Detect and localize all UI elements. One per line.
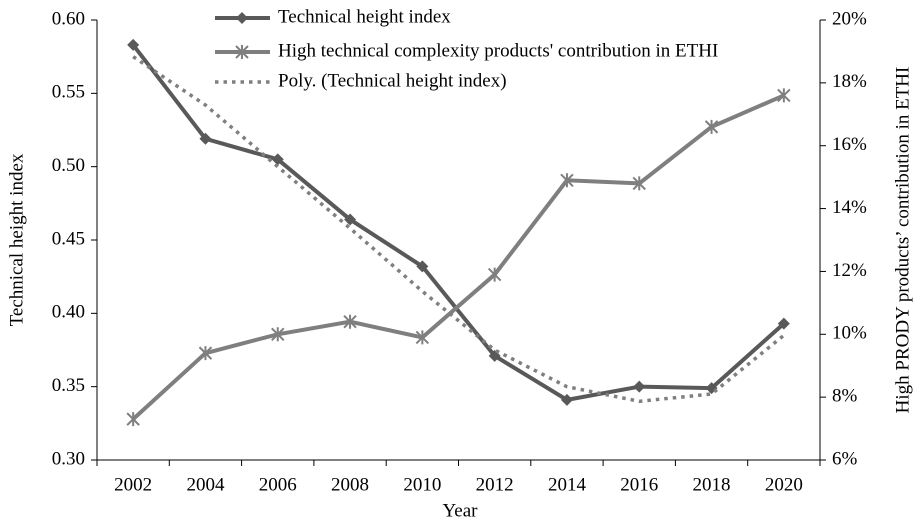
x-tick-label: 2010 [403, 474, 441, 495]
legend-marker [235, 45, 249, 59]
data-point [416, 260, 429, 273]
y2-tick-label: 14% [832, 197, 867, 218]
y2-tick-label: 16% [832, 134, 867, 155]
data-point [126, 412, 140, 427]
data-point [777, 88, 791, 103]
y-tick-label: 0.60 [52, 8, 85, 29]
data-point [633, 380, 646, 393]
y2-tick-label: 8% [832, 386, 858, 407]
y-tick-label: 0.50 [52, 155, 85, 176]
data-point [344, 213, 357, 226]
data-point [632, 176, 646, 191]
y-tick-label: 0.55 [52, 82, 85, 103]
x-tick-label: 2014 [548, 474, 587, 495]
y2-tick-label: 18% [832, 71, 867, 92]
data-point [127, 38, 140, 51]
y-tick-label: 0.35 [52, 375, 85, 396]
data-point [704, 119, 719, 134]
legend-label: Technical height index [278, 6, 451, 27]
data-point [271, 327, 285, 342]
y2-tick-label: 6% [832, 448, 858, 469]
y-tick-label: 0.40 [52, 302, 85, 323]
series-line [132, 55, 785, 404]
data-point [415, 330, 430, 345]
data-point [560, 393, 573, 406]
series-line [131, 93, 785, 421]
data-point [343, 314, 357, 329]
x-tick-label: 2006 [259, 474, 297, 495]
legend-label: Poly. (Technical height index) [278, 70, 507, 91]
data-point [199, 132, 212, 145]
y2-axis-label: High PRODY products’ contribution in ETH… [892, 67, 913, 414]
y2-tick-label: 10% [832, 323, 867, 344]
y-tick-label: 0.45 [52, 228, 85, 249]
x-tick-label: 2008 [331, 474, 369, 495]
y-tick-label: 0.30 [52, 448, 85, 469]
x-tick-label: 2002 [114, 474, 152, 495]
data-point [271, 153, 284, 166]
data-point [487, 267, 502, 282]
x-axis-label: Year [442, 500, 478, 521]
x-tick-label: 2004 [186, 474, 225, 495]
x-tick-label: 2020 [765, 474, 803, 495]
data-point [198, 346, 213, 361]
series-line [131, 43, 786, 402]
x-tick-label: 2016 [620, 474, 658, 495]
x-tick-label: 2018 [693, 474, 731, 495]
y2-tick-label: 12% [832, 260, 867, 281]
x-tick-label: 2012 [476, 474, 514, 495]
data-point [777, 317, 790, 330]
legend-marker [236, 12, 248, 24]
y2-tick-label: 20% [832, 8, 867, 29]
y-axis-label: Technical height index [6, 153, 27, 326]
data-point [560, 173, 574, 188]
legend-label: High technical complexity products' cont… [278, 40, 718, 61]
